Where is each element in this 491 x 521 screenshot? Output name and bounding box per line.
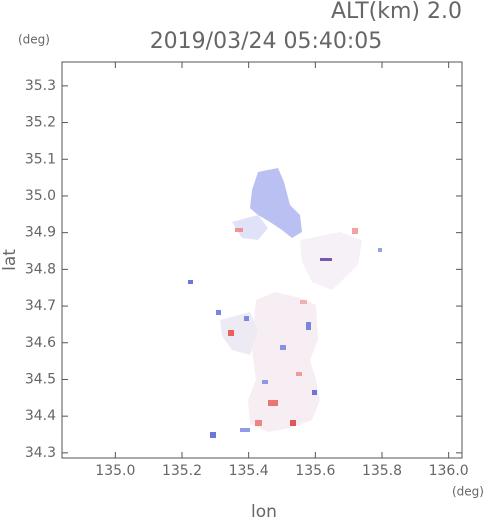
y-tick-label: 34.9 (25, 225, 56, 241)
y-tick-label: 35.3 (25, 78, 56, 94)
x-tick-label: 135.4 (229, 463, 269, 479)
radar-field (188, 168, 382, 438)
y-tick-label: 34.6 (25, 335, 56, 351)
altitude-label: ALT(km) 2.0 (331, 0, 462, 24)
x-unit: (deg) (452, 485, 484, 499)
y-tick-label: 34.8 (25, 261, 56, 277)
plot-frame (61, 61, 463, 459)
y-tick-label: 35.1 (25, 151, 56, 167)
x-axis-label: lon (251, 502, 277, 521)
x-tick-label: 135.0 (95, 463, 135, 479)
y-tick-label: 34.4 (25, 408, 56, 424)
y-axis-label: lat (0, 249, 20, 271)
y-tick-label: 35.0 (25, 188, 56, 204)
x-tick-label: 135.8 (362, 463, 402, 479)
y-tick-label: 34.5 (25, 371, 56, 387)
x-tick-label: 136.0 (429, 463, 469, 479)
y-tick-label: 34.7 (25, 298, 56, 314)
y-tick-label: 35.2 (25, 115, 56, 131)
y-tick-label: 34.3 (25, 445, 56, 461)
chart-title: 2019/03/24 05:40:05 (150, 29, 383, 54)
y-unit: (deg) (18, 33, 50, 47)
x-tick-label: 135.2 (162, 463, 202, 479)
x-tick-label: 135.6 (295, 463, 335, 479)
